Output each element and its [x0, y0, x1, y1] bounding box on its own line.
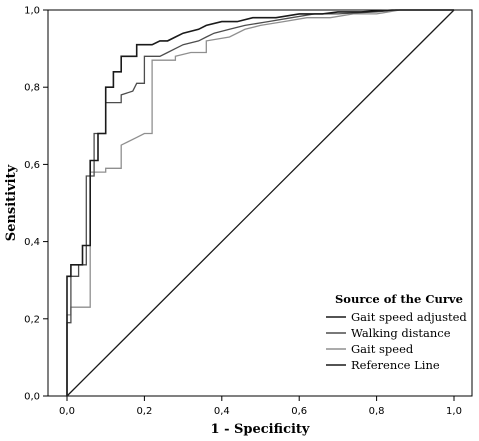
y-axis-ticks: 0,0 0,2 0,4 0,6 0,8 1,0 — [24, 6, 48, 403]
x-tick-label: 0,6 — [291, 406, 307, 417]
y-tick-label: 0,4 — [24, 237, 40, 248]
y-tick-label: 0,8 — [24, 83, 40, 94]
legend: Source of the Curve Gait speed adjusted W… — [326, 292, 467, 372]
y-axis-title: Sensitivity — [4, 164, 19, 241]
y-tick-label: 0,6 — [24, 160, 40, 171]
legend-items: Gait speed adjusted Walking distance Gait … — [326, 310, 467, 372]
x-tick-label: 0,2 — [136, 406, 152, 417]
x-axis-ticks: 0,0 0,2 0,4 0,6 0,8 1,0 — [59, 396, 462, 417]
x-tick-label: 0,0 — [59, 406, 75, 417]
roc-curves — [66, 9, 455, 397]
y-tick-label: 0,2 — [24, 314, 40, 325]
x-tick-label: 0,8 — [369, 406, 385, 417]
x-tick-label: 1,0 — [446, 406, 462, 417]
series-line-gait-speed-adjusted — [66, 9, 454, 396]
y-tick-label: 0,0 — [24, 392, 40, 403]
legend-label: Gait speed adjusted — [351, 310, 467, 324]
x-axis-title: 1 - Specificity — [211, 422, 310, 437]
legend-label: Reference Line — [351, 358, 440, 372]
x-tick-label: 0,4 — [214, 406, 230, 417]
series-line-reference-line — [66, 9, 455, 397]
y-tick-label: 1,0 — [24, 6, 40, 17]
legend-title: Source of the Curve — [335, 292, 463, 306]
legend-label: Gait speed — [351, 342, 414, 356]
legend-label: Walking distance — [351, 326, 451, 340]
